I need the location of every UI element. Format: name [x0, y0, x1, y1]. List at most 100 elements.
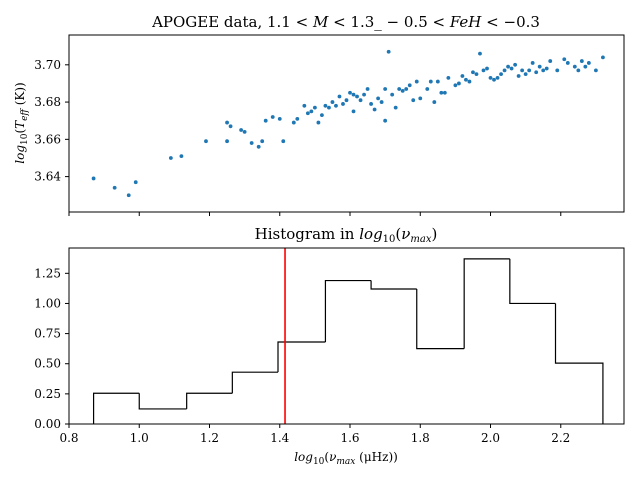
scatter-point-44	[379, 100, 384, 104]
scatter-point-38	[358, 98, 363, 103]
histogram-bin-5	[324, 279, 372, 343]
histogram-y-tick-label-4: 1.00	[34, 296, 61, 310]
histogram-x-tick-label-7: 2.2	[551, 431, 570, 445]
histogram-y-axis: 0.00 0.25 0.50 0.75 1.00 1.25	[34, 266, 69, 431]
histogram-bin-8	[463, 258, 510, 349]
scatter-point-88	[537, 64, 542, 69]
scatter-point-100	[594, 68, 598, 73]
scatter-point-101	[601, 55, 605, 60]
scatter-point-46	[383, 87, 388, 91]
scatter-title: APOGEE data, 1.1 < M < 1.3_ − 0.5 < FeH …	[151, 13, 540, 31]
scatter-point-23	[309, 109, 314, 114]
histogram-y-tick-label-0: 0.00	[34, 417, 61, 431]
scatter-point-87	[534, 70, 539, 75]
scatter-point-22	[305, 111, 310, 116]
histogram-x-tick-label-3: 1.4	[270, 431, 289, 445]
scatter-y-tick-label-2: 3.68	[34, 95, 61, 109]
scatter-point-2	[126, 193, 131, 198]
scatter-point-69	[471, 70, 475, 75]
scatter-point-1	[112, 185, 117, 190]
scatter-point-50	[397, 87, 402, 91]
histogram-bin-2	[186, 392, 233, 409]
histogram-bin-7	[416, 288, 465, 350]
scatter-point-35	[351, 109, 356, 114]
scatter-point-86	[530, 61, 535, 65]
scatter-point-98	[583, 64, 588, 69]
histogram-bin-6	[370, 280, 417, 290]
scatter-point-55	[414, 79, 419, 84]
histogram-y-tick-label-5: 1.25	[34, 266, 61, 280]
scatter-point-96	[576, 68, 581, 73]
scatter-point-14	[260, 139, 265, 144]
scatter-point-30	[334, 103, 338, 108]
histogram-x-label: log10(νmax (μHz))	[294, 450, 398, 467]
scatter-point-94	[565, 61, 570, 65]
scatter-point-79	[506, 64, 510, 69]
scatter-point-17	[277, 116, 282, 121]
scatter-point-65	[457, 81, 461, 86]
scatter-point-11	[242, 129, 247, 134]
histogram-bin-3	[231, 371, 279, 394]
scatter-point-51	[400, 88, 405, 93]
histogram-x-axis: 0.8 1.0 1.2 1.4 1.6 1.8 2.0 2.2	[59, 424, 570, 445]
scatter-point-57	[425, 87, 430, 91]
scatter-point-7	[225, 139, 229, 144]
histogram-y-tick-label-2: 0.50	[34, 357, 61, 371]
scatter-point-99	[586, 61, 591, 65]
scatter-point-12	[249, 141, 254, 145]
scatter-point-72	[481, 68, 486, 73]
scatter-point-92	[555, 68, 560, 73]
scatter-point-4	[168, 156, 173, 160]
histogram-bin-10	[554, 303, 604, 424]
scatter-point-67	[464, 77, 468, 82]
scatter-point-64	[453, 83, 458, 88]
scatter-y-label: log10(Teff (K))	[13, 82, 30, 163]
scatter-point-8	[225, 120, 229, 125]
scatter-point-71	[478, 51, 482, 56]
scatter-point-77	[499, 72, 503, 77]
scatter-point-54	[411, 98, 416, 103]
scatter-point-34	[348, 90, 352, 95]
scatter-point-53	[407, 83, 412, 88]
scatter-point-59	[432, 100, 437, 104]
scatter-y-tick-label-0: 3.64	[34, 170, 61, 184]
scatter-point-66	[460, 74, 465, 78]
scatter-point-62	[442, 90, 447, 95]
scatter-point-29	[330, 100, 335, 104]
histogram-bin-4	[277, 341, 326, 373]
scatter-point-48	[390, 92, 395, 97]
scatter-point-20	[295, 116, 300, 121]
histogram-steps	[92, 258, 604, 424]
scatter-point-21	[302, 103, 307, 108]
scatter-point-26	[320, 113, 324, 118]
scatter-point-63	[446, 75, 451, 80]
scatter-point-25	[316, 120, 321, 125]
scatter-point-41	[369, 102, 373, 106]
histogram-bin-0	[92, 392, 140, 424]
histogram-x-tick-label-1: 1.0	[130, 431, 149, 445]
scatter-point-78	[502, 68, 507, 73]
scatter-point-84	[523, 72, 528, 77]
scatter-point-13	[256, 144, 261, 149]
histogram-x-tick-label-2: 1.2	[200, 431, 219, 445]
scatter-point-10	[239, 128, 244, 132]
histogram-x-tick-label-4: 1.6	[340, 431, 359, 445]
scatter-point-82	[516, 74, 521, 78]
histogram-bin-1	[138, 393, 187, 410]
scatter-point-52	[404, 87, 409, 91]
scatter-point-85	[527, 68, 532, 73]
scatter-point-68	[467, 79, 472, 84]
scatter-point-9	[228, 124, 233, 129]
scatter-point-37	[355, 94, 359, 99]
scatter-point-74	[488, 75, 493, 80]
scatter-point-15	[263, 118, 268, 123]
scatter-point-80	[509, 66, 514, 71]
histogram-x-tick-label-6: 2.0	[481, 431, 500, 445]
scatter-y-axis: 3.64 3.66 3.68 3.70	[34, 58, 69, 184]
scatter-point-42	[372, 107, 377, 112]
scatter-point-83	[520, 68, 525, 73]
scatter-point-89	[541, 68, 546, 73]
scatter-point-0	[91, 176, 96, 181]
scatter-point-33	[344, 98, 349, 103]
scatter-point-81	[513, 62, 518, 67]
